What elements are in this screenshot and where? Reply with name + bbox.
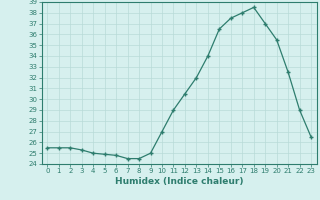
X-axis label: Humidex (Indice chaleur): Humidex (Indice chaleur)	[115, 177, 244, 186]
